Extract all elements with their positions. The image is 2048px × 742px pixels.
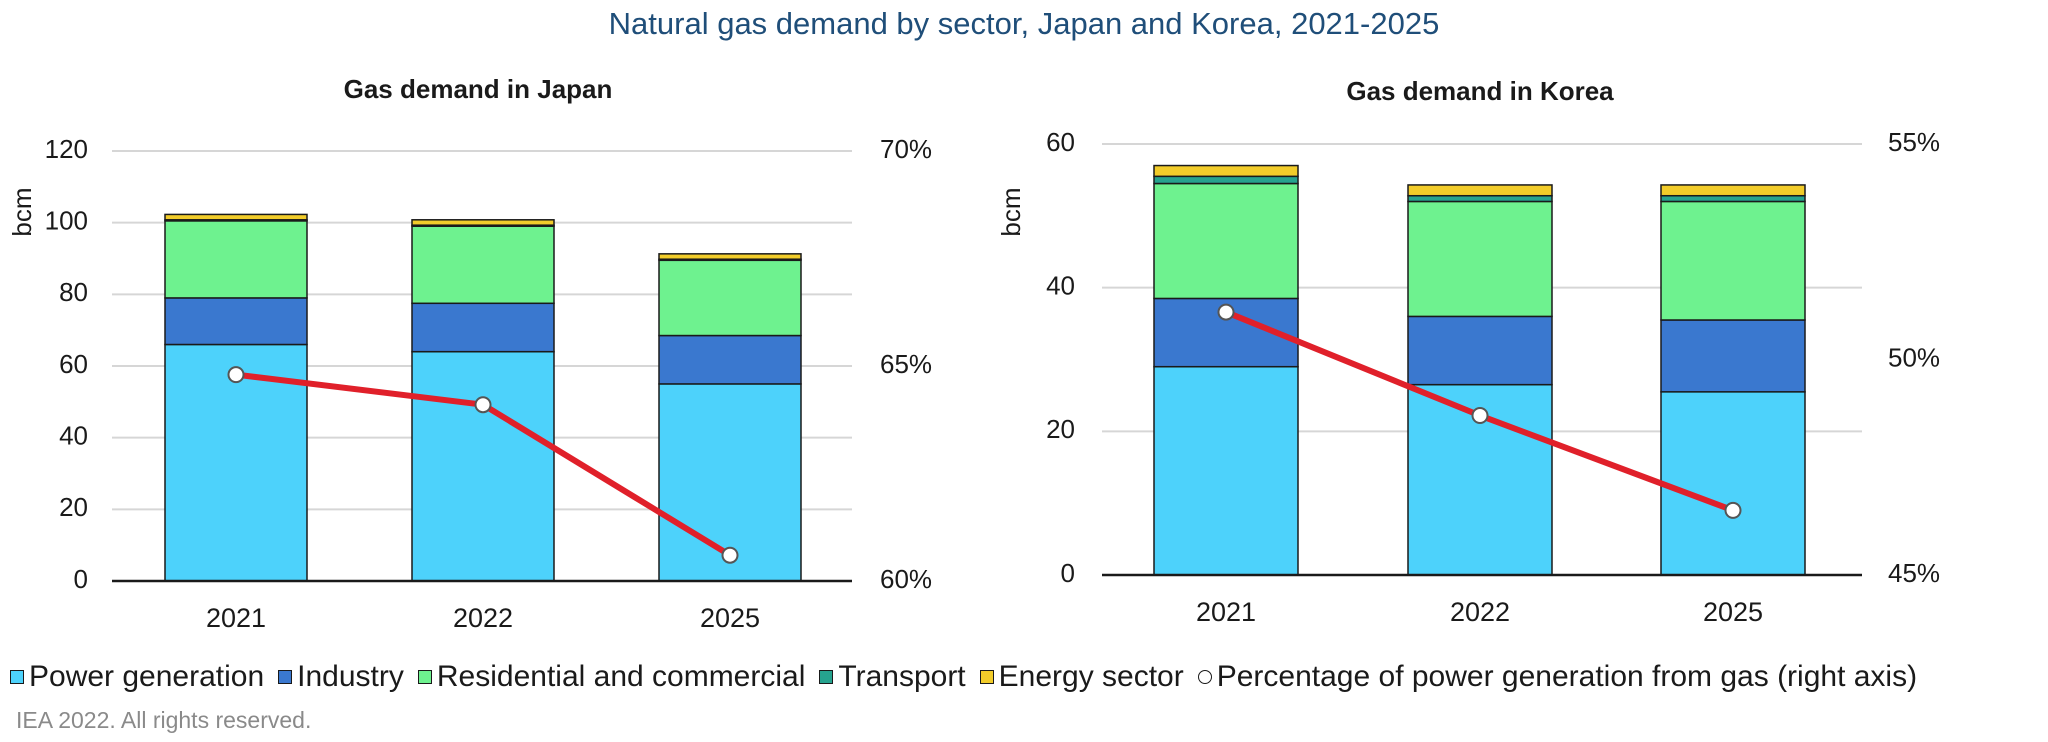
- legend-label: Industry: [297, 660, 404, 693]
- japan-bar-energy: [164, 213, 308, 221]
- korea-bar-residential: [1660, 200, 1806, 321]
- japan-bar-power: [411, 350, 555, 582]
- korea-y-tick-label: 20: [1046, 414, 1075, 444]
- japan-y-tick-label: 60: [59, 349, 88, 379]
- korea-chart-title: Gas demand in Korea: [1346, 76, 1614, 106]
- japan-x-tick-label: 2022: [453, 603, 513, 633]
- japan-y2-tick-label: 70%: [880, 134, 932, 164]
- legend-item-industry: Industry: [278, 660, 404, 694]
- korea-bar-power: [1660, 391, 1806, 576]
- japan-y-tick-label: 120: [45, 134, 88, 164]
- japan-y-tick-label: 0: [74, 564, 88, 594]
- korea-x-tick-label: 2025: [1703, 597, 1763, 627]
- korea-bar-industry: [1407, 315, 1553, 386]
- korea-bar-transport: [1407, 194, 1553, 203]
- legend-label: Percentage of power generation from gas …: [1216, 660, 1918, 693]
- japan-y2-tick-label: 60%: [880, 564, 932, 594]
- japan-bar-residential: [658, 259, 802, 337]
- legend-swatch-line: [1197, 670, 1212, 684]
- legend-label: Transport: [838, 660, 966, 693]
- japan-bar-industry: [658, 334, 802, 385]
- japan-bar-energy: [658, 253, 802, 260]
- korea-bar-energy: [1660, 184, 1806, 197]
- korea-line-point: [1724, 501, 1742, 519]
- japan-bar-industry: [164, 297, 308, 346]
- korea-y-axis-label: bcm: [996, 187, 1026, 236]
- korea-y2-tick-label: 55%: [1888, 127, 1940, 157]
- korea-bar-energy: [1153, 164, 1299, 178]
- japan-chart-title: Gas demand in Japan: [344, 74, 613, 104]
- legend-swatch-residential: [417, 670, 432, 684]
- japan-x-tick-label: 2025: [700, 603, 760, 633]
- japan-line-point: [474, 396, 492, 414]
- japan-y-tick-label: 100: [45, 206, 88, 236]
- legend-label: Energy sector: [998, 660, 1184, 693]
- korea-bar-transport: [1153, 175, 1299, 185]
- legend-item-transport: Transport: [819, 660, 966, 694]
- legend-swatch-industry: [278, 670, 293, 684]
- footnote: IEA 2022. All rights reserved.: [16, 707, 312, 733]
- legend-item-energy: Energy sector: [979, 660, 1184, 694]
- korea-bar-residential: [1407, 200, 1553, 318]
- japan-bar-residential: [411, 225, 555, 305]
- legend-item-power: Power generation: [10, 660, 264, 694]
- japan-y-tick-label: 20: [59, 492, 88, 522]
- japan-bar-industry: [411, 302, 555, 353]
- korea-y2-tick-label: 45%: [1888, 558, 1940, 588]
- korea-bar-transport: [1660, 194, 1806, 203]
- korea-bar-energy: [1407, 184, 1553, 197]
- korea-bar-power: [1153, 365, 1299, 576]
- korea-line-point: [1471, 407, 1489, 425]
- legend: Power generation Industry Residential and …: [10, 660, 1931, 694]
- japan-x-tick-label: 2021: [206, 603, 266, 633]
- korea-y-tick-label: 40: [1046, 271, 1075, 301]
- korea-bar-residential: [1153, 182, 1299, 300]
- japan-line-point: [227, 366, 245, 384]
- korea-y-tick-label: 0: [1061, 558, 1075, 588]
- korea-x-tick-label: 2021: [1196, 597, 1256, 627]
- legend-swatch-energy: [979, 670, 994, 684]
- korea-line-point: [1217, 303, 1235, 321]
- japan-bar-energy: [411, 219, 555, 226]
- legend-swatch-transport: [819, 670, 834, 684]
- legend-label: Residential and commercial: [436, 660, 806, 693]
- main-title: Natural gas demand by sector, Japan and …: [608, 6, 1440, 41]
- japan-y2-tick-label: 65%: [880, 349, 932, 379]
- japan-y-tick-label: 40: [59, 421, 88, 451]
- japan-y-tick-label: 80: [59, 277, 88, 307]
- legend-label: Power generation: [29, 660, 265, 693]
- korea-bar-industry: [1660, 319, 1806, 393]
- korea-y-tick-label: 60: [1046, 127, 1075, 157]
- korea-x-tick-label: 2022: [1450, 597, 1510, 627]
- japan-y-axis-label: bcm: [7, 187, 37, 236]
- japan-bar-residential: [164, 220, 308, 299]
- japan-bar-power: [164, 343, 308, 582]
- legend-item-residential: Residential and commercial: [417, 660, 806, 694]
- legend-swatch-power: [10, 670, 24, 684]
- korea-y2-tick-label: 50%: [1888, 342, 1940, 372]
- legend-item-line: Percentage of power generation from gas …: [1197, 660, 1918, 694]
- japan-line-point: [721, 546, 739, 564]
